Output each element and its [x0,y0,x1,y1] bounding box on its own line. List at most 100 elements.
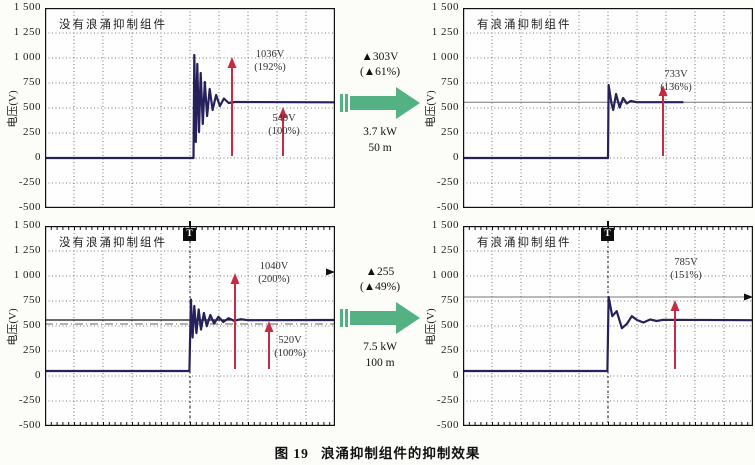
plot-canvas [463,8,753,209]
y-tick: 250 [23,344,41,356]
green-arrow-icon [340,302,420,334]
y-tick: 750 [23,294,41,306]
y-tick: 500 [441,319,459,331]
annotation-value: 785V [674,257,698,268]
annotation-steady: 540V (100%) [255,112,313,138]
y-axis-label: 电压(V) [7,90,19,128]
chart-top-left-no-suppressor: 1 500 1 250 1 000 750 500 250 0 -250 -50… [3,1,339,216]
voltage-waveform [45,298,336,373]
cable-length: 50 m [368,142,392,154]
annotation-percent: (151%) [670,270,702,281]
voltage-waveform [45,53,336,160]
y-tick: 250 [441,344,459,356]
y-tick: 0 [35,151,41,163]
y-tick: 250 [23,126,41,138]
y-tick: 1 000 [431,51,459,63]
y-tick: 500 [23,319,41,331]
y-tick: 1 500 [431,1,459,13]
plot-area: 没有浪涌抑制组件 1036V (192%) 540V (100%) [45,8,336,209]
green-arrow-icon [340,87,420,119]
figure-caption: 图 19 浪涌抑制组件的抑制效果 [0,442,755,462]
plot-area: T 没有浪涌抑制组件 1040V (200%) 520V (100%) [45,221,336,427]
y-tick: 750 [441,76,459,88]
y-axis-label: 电压(V) [425,90,437,128]
plot-title: 有浪涌抑制组件 [477,237,572,249]
annotation-steady: 520V (100%) [261,334,319,360]
y-tick: 750 [23,76,41,88]
trigger-stem [189,221,191,227]
y-tick: 1 000 [13,269,41,281]
figure-number: 图 19 [274,446,309,461]
peak-arrow [227,57,237,156]
y-tick: 1 000 [431,269,459,281]
peak-level-marker [744,293,753,301]
y-tick: 500 [23,101,41,113]
annotation-peak: 785V (151%) [657,256,715,282]
y-tick: 750 [441,294,459,306]
y-tick: 1 250 [431,26,459,38]
y-tick: 250 [441,126,459,138]
peak-arrow [670,300,680,369]
delta-voltage: ▲255 [365,266,395,278]
y-tick: 0 [453,369,459,381]
delta-percent: (▲49%) [359,281,401,293]
annotation-percent: (192%) [254,62,286,73]
transition-bottom: ▲255 (▲49%) 7.5 kW 100 m [339,265,421,371]
y-tick: 1 250 [431,244,459,256]
steady-arrow [264,321,274,369]
load-power: 7.5 kW [363,341,397,353]
annotation-value: 1036V [255,49,285,60]
chart-bottom-right-with-suppressor: 1 500 1 250 1 000 750 500 250 0 -250 -50… [421,219,755,434]
y-tick: 1 250 [13,244,41,256]
annotation-percent: (100%) [274,348,306,359]
y-tick: -250 [18,176,41,188]
trigger-stem [607,221,609,227]
peak-arrow [230,273,240,369]
annotation-peak: 1036V (192%) [241,48,299,74]
plot-title: 没有浪涌抑制组件 [59,19,167,31]
y-axis-label: 电压(V) [7,308,19,346]
y-tick: -250 [18,394,41,406]
y-tick: -500 [18,201,41,213]
y-tick: 1 500 [431,219,459,231]
annotation-peak: 1040V (200%) [245,260,303,286]
annotation-value: 540V [272,113,296,124]
y-tick: -500 [436,201,459,213]
delta-percent: (▲61%) [359,66,401,78]
peak-level-marker [326,268,335,276]
annotation-percent: (136%) [660,82,692,93]
figure-title: 浪涌抑制组件的抑制效果 [320,446,481,461]
y-tick: -500 [436,419,459,431]
voltage-waveform [463,83,684,160]
trigger-marker: T [183,228,196,241]
annotation-value: 733V [664,69,688,80]
transition-top: ▲303V (▲61%) 3.7 kW 50 m [339,50,421,156]
cable-length: 100 m [365,357,395,369]
annotation-value: 1040V [259,261,289,272]
steady-arrow [278,107,288,156]
y-tick: -500 [18,419,41,431]
delta-voltage: ▲303V [361,51,399,63]
y-tick: -250 [436,176,459,188]
y-tick: 0 [35,369,41,381]
plot-title: 有浪涌抑制组件 [477,19,572,31]
voltage-waveform [463,295,754,373]
plot-canvas [45,226,336,427]
plot-area: T 有浪涌抑制组件 785V (151%) [463,221,754,427]
annotation-peak: 733V (136%) [647,68,705,94]
annotation-value: 520V [278,335,302,346]
y-tick: 1 000 [13,51,41,63]
y-tick: 0 [453,151,459,163]
plot-title: 没有浪涌抑制组件 [59,237,167,249]
chart-top-right-with-suppressor: 1 500 1 250 1 000 750 500 250 0 -250 -50… [421,1,755,216]
y-tick: 1 500 [13,1,41,13]
y-tick: 500 [441,101,459,113]
trigger-marker: T [601,228,614,241]
annotation-percent: (100%) [268,126,300,137]
plot-area: 有浪涌抑制组件 733V (136%) [463,8,753,209]
y-tick: 1 250 [13,26,41,38]
annotation-percent: (200%) [258,274,290,285]
y-tick: -250 [436,394,459,406]
plot-canvas [45,8,336,209]
peak-arrow [658,85,668,156]
